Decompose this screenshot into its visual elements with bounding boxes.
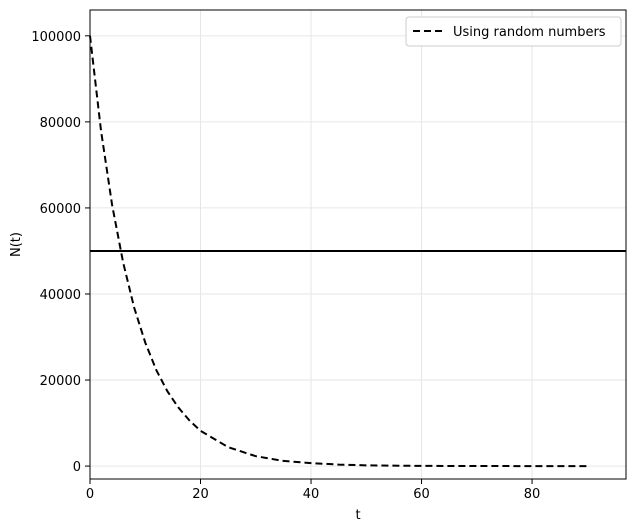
grid bbox=[89, 10, 626, 479]
x-axis-label: t bbox=[355, 508, 360, 523]
axes-frame bbox=[89, 9, 627, 480]
y-tick-label: 40000 bbox=[40, 288, 81, 303]
ticks: 0 20 40 60 80 0 20000 40000 60000 80000 100000 bbox=[31, 30, 540, 502]
legend-box bbox=[405, 16, 622, 47]
y-tick-label: 60000 bbox=[40, 202, 81, 217]
y-tick-label: 0 bbox=[73, 460, 81, 475]
plot-area bbox=[89, 35, 626, 468]
y-tick-label: 100000 bbox=[31, 30, 81, 45]
x-tick-label: 20 bbox=[192, 487, 209, 502]
x-tick-label: 0 bbox=[86, 487, 94, 502]
legend: Using random numbers bbox=[405, 16, 622, 47]
legend-label: Using random numbers bbox=[453, 25, 606, 40]
y-axis-label: N(t) bbox=[9, 232, 24, 257]
y-tick-label: 80000 bbox=[40, 116, 81, 131]
series-line-0 bbox=[89, 35, 588, 468]
y-tick-label: 20000 bbox=[40, 374, 81, 389]
x-tick-label: 80 bbox=[524, 487, 541, 502]
x-tick-label: 60 bbox=[413, 487, 430, 502]
x-tick-label: 40 bbox=[303, 487, 320, 502]
